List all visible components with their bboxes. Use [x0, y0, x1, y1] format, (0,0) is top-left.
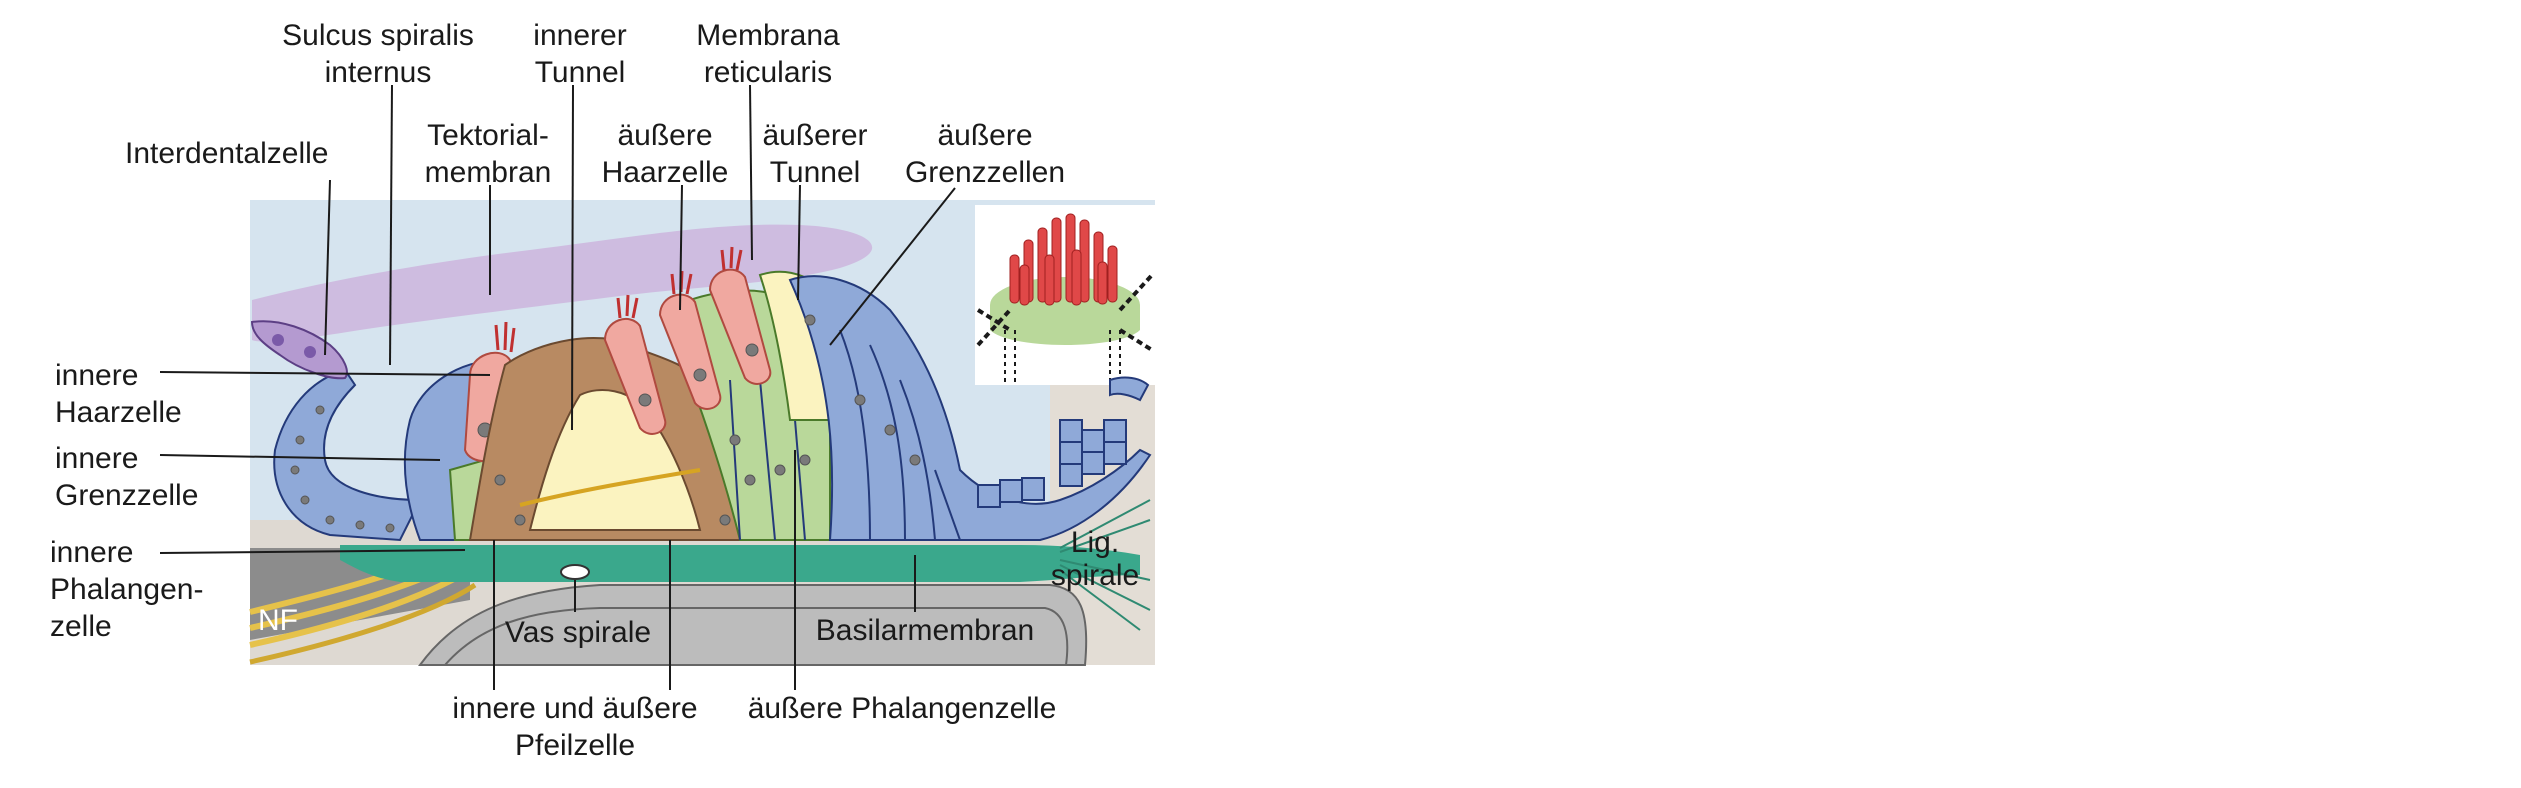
label-tektorial-line1: Tektorial- — [427, 119, 549, 152]
inset-membrane-lower-left — [976, 308, 1012, 332]
leader-aeussere-haarzelle — [679, 184, 683, 311]
leader-membrana — [749, 84, 753, 261]
outer-border-cells — [788, 275, 1152, 541]
lig-spirale-fibers — [1059, 499, 1151, 631]
leader-innere-phalangen — [159, 549, 466, 554]
leader-interdental — [324, 179, 331, 356]
label-innerer-tunnel-line1: innerer — [533, 19, 626, 52]
leader-lines — [159, 84, 956, 690]
inset-membrane-left — [976, 308, 1012, 347]
label-pfeilzelle-line1: innere und äußere — [452, 692, 697, 725]
label-aeussere-haarzelle-line2: Haarzelle — [602, 156, 729, 189]
label-aeusserer-tunnel-line2: Tunnel — [770, 156, 861, 189]
label-aeussere-haarzelle-line1: äußere — [617, 119, 712, 152]
leader-innere-haarzelle — [159, 371, 491, 376]
inner-sulcus-epithelium — [273, 368, 422, 542]
label-sulcus-line2: internus — [325, 56, 432, 89]
label-membrana-line2: reticularis — [704, 56, 832, 89]
inset-cell-body — [990, 305, 1140, 345]
stereocilia-inset — [975, 205, 1155, 385]
label-vas-spirale: Vas spirale — [505, 616, 651, 649]
tympanic-layer — [418, 584, 1088, 666]
outer-hair-cell-1 — [603, 294, 667, 435]
label-pfeilzelle-line2: Pfeilzelle — [515, 729, 635, 762]
label-lig-spirale-line1: Lig. — [1071, 526, 1119, 559]
leader-sulcus — [389, 84, 393, 366]
label-basilarmembran: Basilarmembran — [816, 614, 1034, 647]
inset-cilia — [1009, 213, 1118, 306]
label-sulcus-line1: Sulcus spiralis — [282, 19, 474, 52]
label-lig-spirale-line2: spirale — [1051, 559, 1139, 592]
label-innere-phalangen-line2: Phalangen- — [50, 573, 203, 606]
label-grenzzellen-line1: äußere — [937, 119, 1032, 152]
tectorial-membrane — [252, 224, 873, 342]
label-membrana-line1: Membrana — [696, 19, 840, 52]
labels: Sulcus spiralis internus innerer Tunnel … — [50, 19, 1139, 762]
label-nf: NF — [258, 604, 298, 637]
label-innere-grenzzelle-line1: innere — [55, 442, 138, 475]
interdental-cells — [250, 320, 348, 380]
label-interdentalzelle: Interdentalzelle — [125, 137, 328, 170]
label-innere-haarzelle-line1: innere — [55, 359, 138, 392]
inset-membrane-right — [1118, 273, 1154, 312]
outer-hair-cell-2 — [658, 270, 722, 410]
inner-sulcus-cells — [273, 368, 422, 542]
leader-innere-grenzzelle — [159, 454, 441, 461]
vas-spirale-vessel — [560, 564, 590, 580]
basilar-membrane — [340, 545, 1140, 582]
label-aeusserer-tunnel-line1: äußerer — [762, 119, 867, 152]
label-tektorial-line2: membran — [425, 156, 552, 189]
label-innere-phalangen-line1: innere — [50, 536, 133, 569]
label-aeussere-phalangenzelle: äußere Phalangenzelle — [748, 692, 1057, 725]
inset-membrane-lower-right — [1118, 328, 1154, 352]
leader-innerer-tunnel — [571, 84, 574, 431]
tympanic-cell-layer — [418, 584, 1088, 666]
outer-hair-cell-3 — [708, 246, 772, 385]
label-grenzzellen-line2: Grenzzellen — [905, 156, 1065, 189]
label-innere-phalangen-line3: zelle — [50, 610, 112, 643]
label-innere-grenzzelle-line2: Grenzzelle — [55, 479, 198, 512]
label-innere-haarzelle-line2: Haarzelle — [55, 396, 182, 429]
label-innerer-tunnel-line2: Tunnel — [535, 56, 626, 89]
leader-aeusserer-tunnel — [797, 184, 801, 301]
outer-hair-cells — [603, 246, 772, 435]
leader-grenzzellen — [829, 187, 956, 346]
